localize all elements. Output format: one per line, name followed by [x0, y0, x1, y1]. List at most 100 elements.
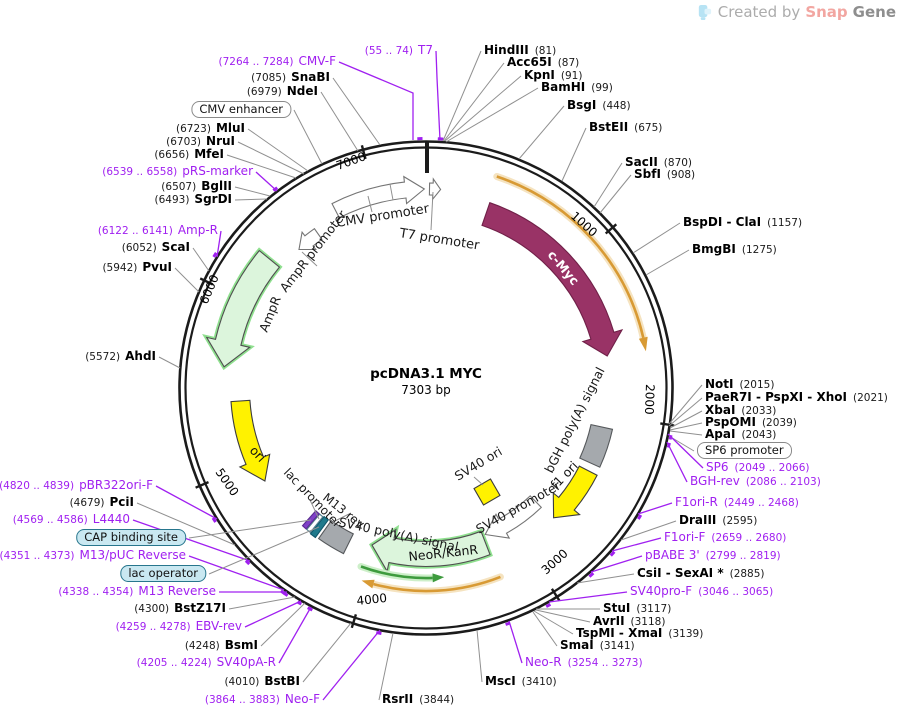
watermark-brand-snap: Snap [805, 3, 848, 21]
callout-position: (6656) [154, 149, 190, 161]
callout-label: PaeR7I - PspXI - XhoI [705, 390, 847, 404]
c-myc-orf-arrow-head [638, 336, 648, 352]
callout-label: SacII [625, 155, 658, 169]
callout-position: (2799 .. 2819) [705, 550, 781, 562]
callout-line-noti [668, 384, 703, 425]
callout-position: (2039) [761, 417, 797, 429]
inner-leader-5 [309, 499, 320, 520]
callout-label: SP6 [706, 460, 729, 474]
callout-label: SnaBI [291, 70, 330, 84]
callout-label: BstEII [589, 120, 629, 134]
callout-line-neo-f [322, 629, 381, 701]
snapgene-logo-icon [698, 4, 711, 20]
callout-line-ebv-rev [244, 600, 302, 628]
tick-2000 [660, 422, 675, 427]
callout-position: (6979) [246, 86, 282, 98]
callout-bmgbi: BmgBI (1275) [692, 241, 777, 257]
callout-position: (6507) [161, 181, 197, 193]
callout-line-pvui [174, 267, 200, 293]
callout-label: NdeI [286, 84, 318, 98]
callout-label: pBABE 3' [645, 548, 700, 562]
callout-label: F1ori-F [664, 530, 706, 544]
callout-bsgi: BsgI (448) [567, 97, 631, 113]
primer-mark-7 [283, 591, 289, 597]
callout-line-sp6 [667, 433, 704, 469]
callout-pbabe-3: pBABE 3' (2799 .. 2819) [645, 547, 781, 563]
callout-label: M13/pUC Reverse [79, 548, 187, 562]
callout-line-ahdi [158, 356, 181, 369]
callout-ahdi: (5572) AhdI [85, 348, 156, 364]
f1-ori-arrow [552, 465, 598, 519]
callout-line-neo-r [508, 620, 523, 664]
callout-label: XbaI [705, 403, 736, 417]
c-myc-arrow [481, 202, 624, 357]
callout-bstz17i: (4300) BstZ17I [134, 600, 226, 616]
callout-label: HindIII [484, 43, 529, 57]
callout-label: BamHI [541, 80, 586, 94]
callout-position: (7085) [251, 72, 287, 84]
callout-sgrdi: (6493) SgrDI [155, 191, 233, 207]
callout-label: SgrDI [194, 192, 232, 206]
callout-sv40pa-r: (4205 .. 4224) SV40pA-R [137, 654, 276, 670]
callout-line-acc65i [443, 62, 505, 142]
callout-position: (81) [534, 45, 557, 57]
plasmid-size: 7303 bp [401, 383, 451, 397]
callout-position: (2033) [741, 405, 777, 417]
callout-position: (4351 .. 4373) [0, 550, 75, 562]
callout-l4440: (4569 .. 4586) L4440 [13, 511, 130, 527]
callout-position: (5942) [102, 262, 138, 274]
callout-label: KpnI [524, 68, 555, 82]
callout-line-paer7i-pspxi-xhoi [668, 397, 703, 427]
inner-leader-1 [430, 191, 434, 231]
callout-label: BglII [201, 179, 232, 193]
callout-cap-binding-site: CAP binding site [76, 529, 186, 546]
t7-promoter-arrow [428, 177, 442, 201]
callout-position: (4248) [184, 640, 220, 652]
callout-line-bstz17i [228, 596, 296, 610]
callout-position: (4205 .. 4224) [136, 657, 212, 669]
callout-label: RsrII [382, 692, 414, 706]
callout-position: (3844) [419, 694, 455, 706]
callout-label: Neo-R [525, 655, 562, 669]
callout-label: BspDI - ClaI [683, 215, 762, 229]
callout-label: L4440 [92, 512, 130, 526]
callout-lac-operator: lac operator [120, 565, 206, 582]
callout-line-lac-operator [208, 526, 320, 575]
callout-position: (7264 .. 7284) [218, 56, 294, 68]
callout-line-pbr322ori-f [155, 485, 218, 520]
callout-line-hindiii [442, 50, 482, 142]
callout-position: (908) [666, 169, 696, 181]
callout-line-mfei [226, 154, 297, 179]
callout-position: (55 .. 74) [364, 45, 414, 57]
callout-neo-r: Neo-R (3254 .. 3273) [525, 654, 643, 670]
callout-noti: NotI (2015) [705, 376, 774, 392]
tick-label-5000: 5000 [213, 466, 242, 499]
neo-orf-green-arrow-head [432, 573, 445, 583]
callout-line-f1ori-f [611, 537, 662, 552]
callout-label: SV40pA-R [216, 655, 276, 669]
primer-mark-10 [375, 631, 382, 635]
callout-label: MscI [485, 674, 516, 688]
callout-line-bsgi [518, 105, 565, 160]
callout-draiii: DraIII (2595) [679, 512, 757, 528]
feature-label-sv40-ori: SV40 ori [452, 444, 505, 484]
callout-box-label: SP6 promoter [697, 442, 792, 459]
callout-line-pbabe-3 [590, 555, 643, 573]
callout-line-sgrdi [234, 198, 268, 201]
callout-t7: (55 .. 74) T7 [365, 42, 433, 58]
tick-3000 [550, 588, 561, 602]
primer-mark-12 [545, 602, 552, 608]
callout-line-amp-r [216, 230, 222, 258]
bgh-polya-signal-block [579, 423, 614, 468]
neo-orf-orange-arrow [373, 575, 501, 593]
callout-line-scai [192, 247, 210, 272]
callout-line-l4440 [132, 519, 251, 562]
ori-arrow [230, 399, 271, 482]
callout-bglii: (6507) BglII [161, 178, 232, 194]
callout-rsrii: RsrII (3844) [382, 691, 454, 707]
watermark-brand-gene: Gene [852, 3, 896, 21]
callout-label: M13 Reverse [138, 584, 216, 598]
tick-4000 [350, 614, 358, 629]
feature-label-ampr-promoter: AmpR promoter [277, 207, 350, 295]
callout-position: (870) [663, 157, 693, 169]
